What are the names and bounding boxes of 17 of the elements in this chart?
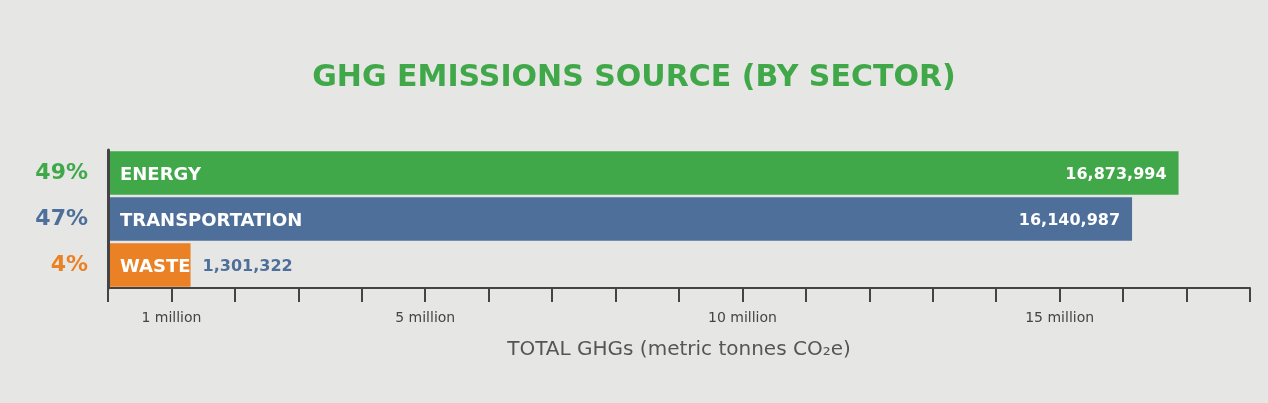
x-tick-label: 5 million [395, 309, 456, 325]
x-tick-label: 15 million [1025, 309, 1095, 325]
x-tick-label: 10 million [707, 309, 777, 325]
x-tick-label: 1 million [141, 309, 202, 325]
y-tick-label: ENERGY [120, 162, 202, 184]
bar [108, 197, 1133, 241]
y-tick-label: TRANSPORTATION [120, 208, 303, 230]
data-label: 1,301,322 [202, 255, 293, 275]
bar [108, 151, 1179, 195]
data-label: 16,873,994 [1065, 163, 1167, 183]
text: 4% [50, 250, 88, 276]
x-axis-title: TOTAL GHGs (metric tonnes CO₂e) [506, 336, 851, 360]
text: 49% [35, 158, 88, 184]
chart-title: GHG EMISSIONS SOURCE (BY SECTOR) [312, 57, 956, 93]
data-label: 16,140,987 [1018, 209, 1121, 229]
y-tick-label: WASTE [120, 254, 191, 276]
text: 47% [35, 204, 88, 230]
